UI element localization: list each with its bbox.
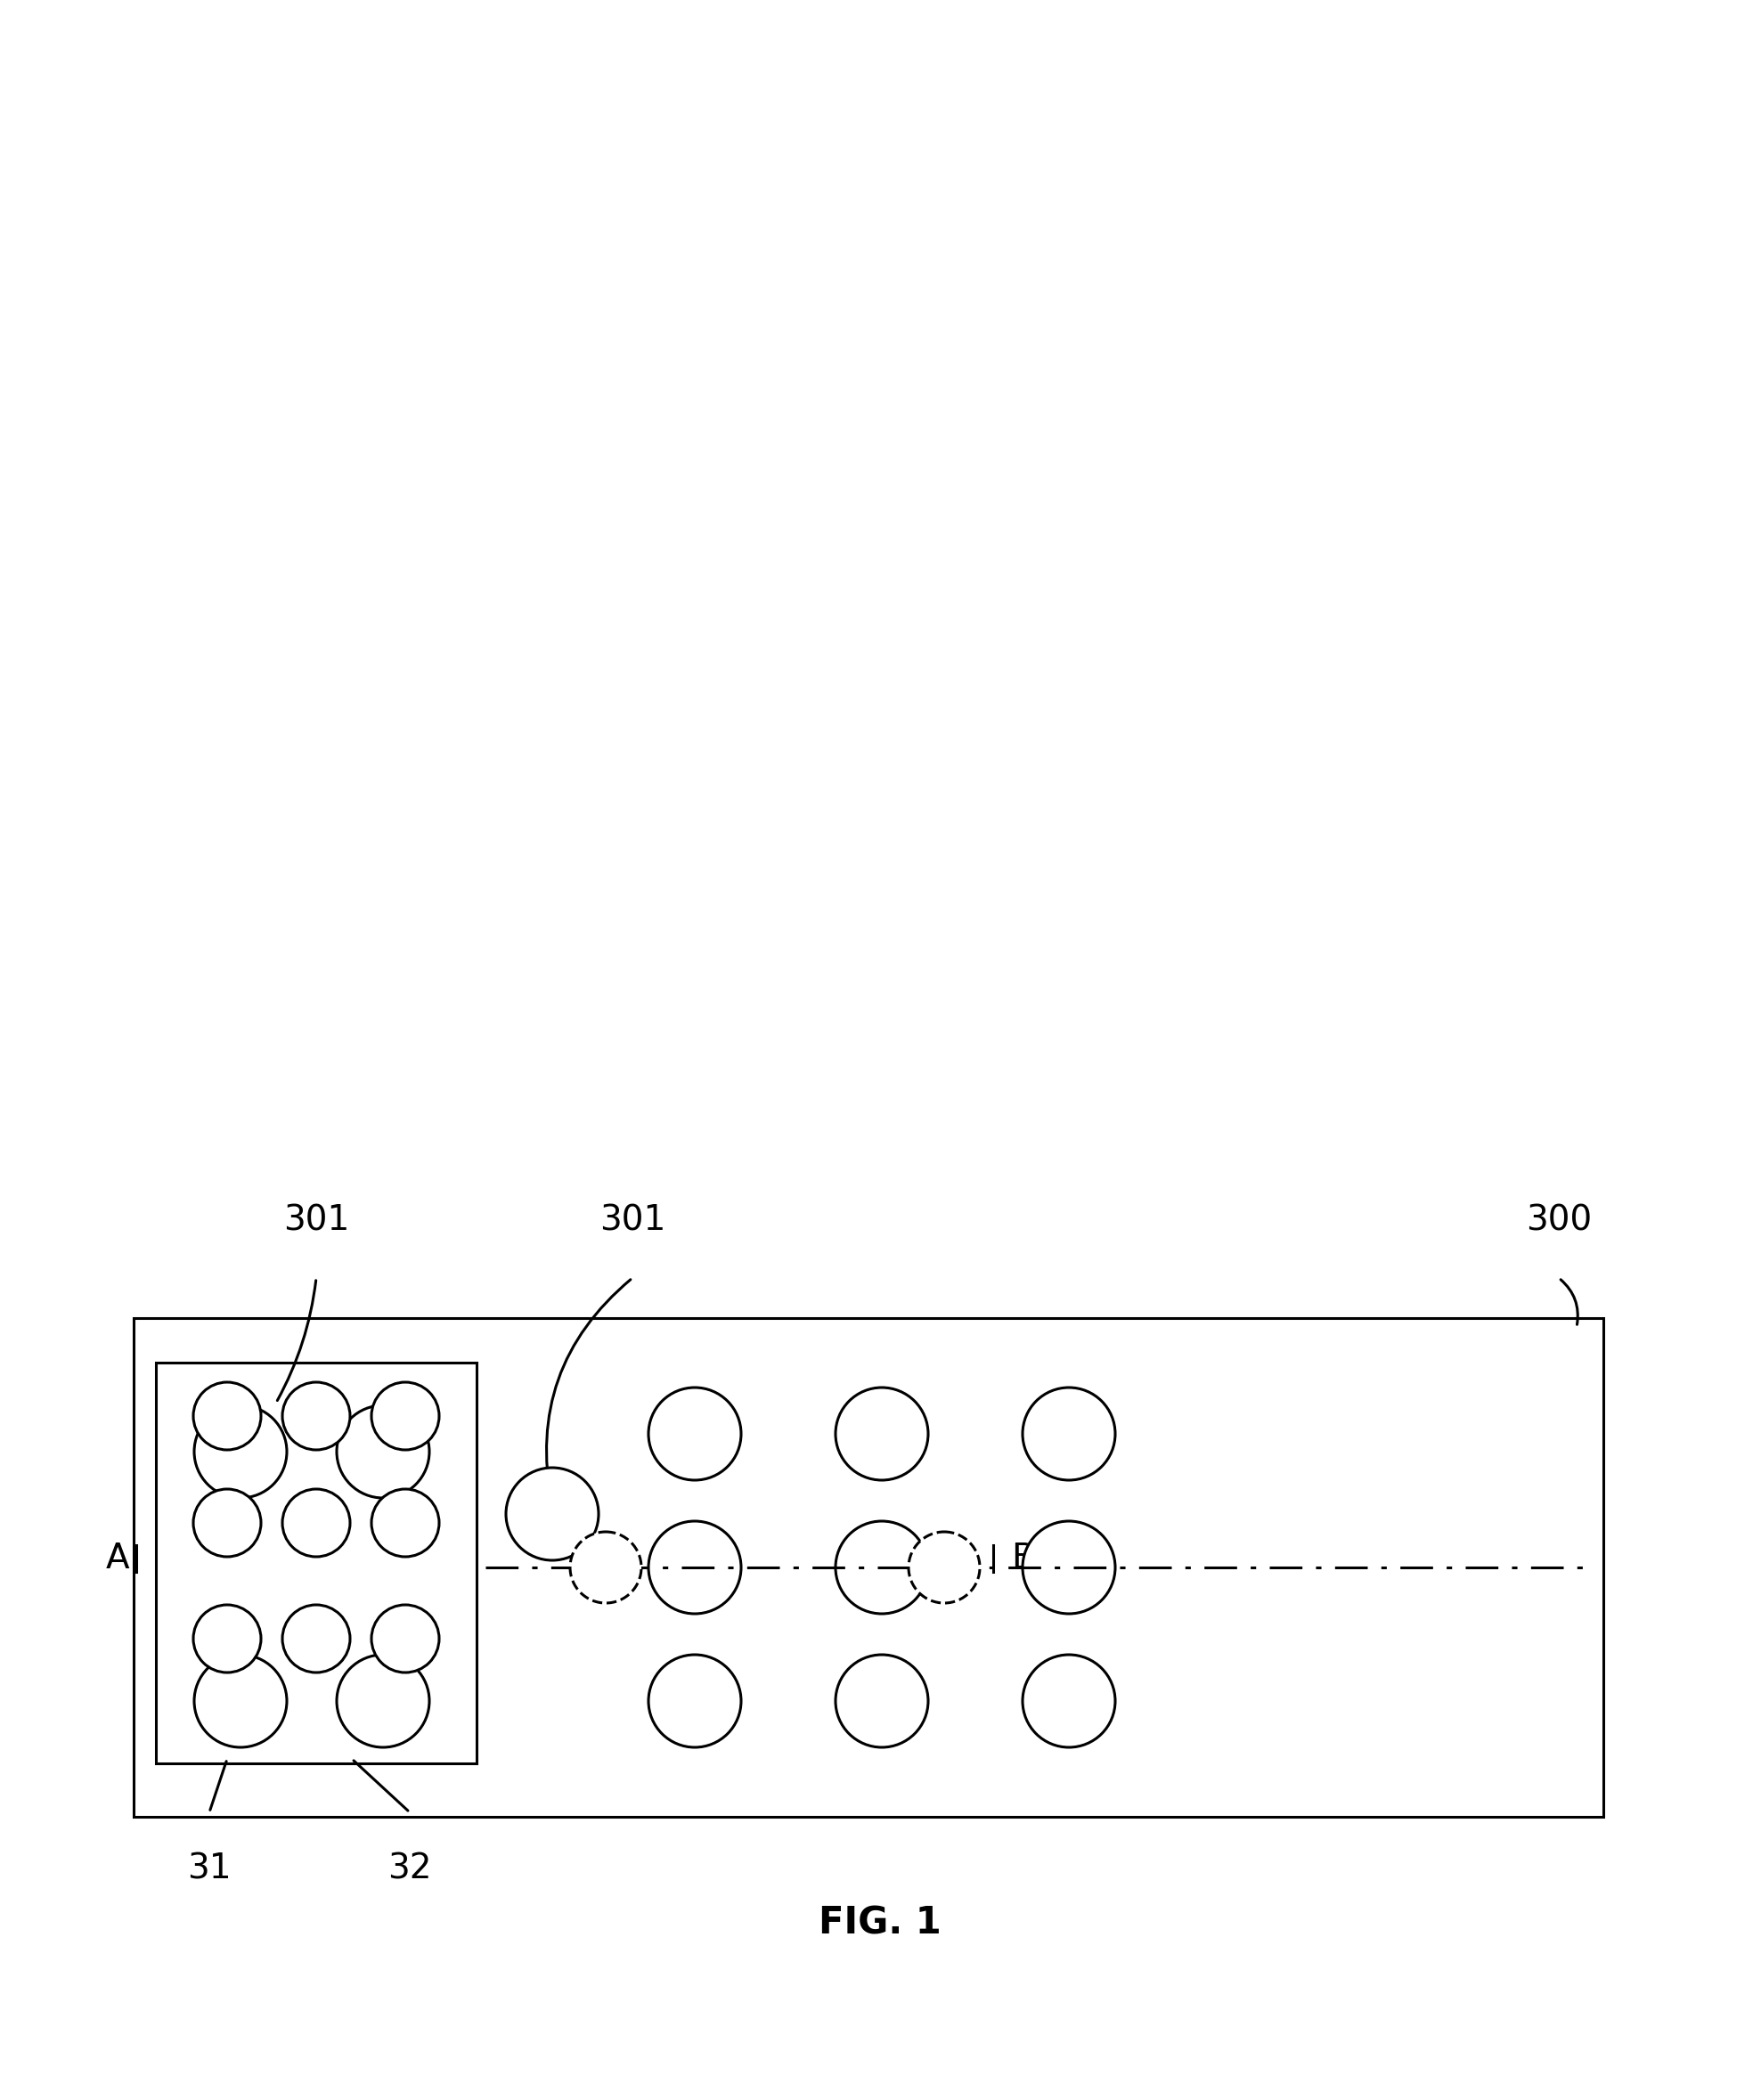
- Circle shape: [194, 1489, 261, 1556]
- Circle shape: [835, 1388, 928, 1480]
- Circle shape: [909, 1531, 979, 1602]
- Circle shape: [372, 1604, 438, 1672]
- Circle shape: [282, 1382, 350, 1449]
- Text: B: B: [1011, 1541, 1035, 1575]
- Text: 32: 32: [387, 1852, 431, 1886]
- Circle shape: [372, 1382, 438, 1449]
- Bar: [134, 1319, 1603, 1816]
- Circle shape: [194, 1655, 287, 1747]
- Circle shape: [648, 1388, 741, 1480]
- Circle shape: [1023, 1388, 1115, 1480]
- Circle shape: [835, 1655, 928, 1747]
- Circle shape: [194, 1604, 261, 1672]
- Circle shape: [336, 1405, 430, 1497]
- Circle shape: [194, 1382, 261, 1449]
- Text: 301: 301: [284, 1203, 349, 1237]
- Text: 31: 31: [187, 1852, 231, 1886]
- Bar: [157, 1363, 477, 1764]
- Text: FIG. 1: FIG. 1: [819, 1905, 942, 1942]
- Circle shape: [194, 1405, 287, 1497]
- Circle shape: [1023, 1655, 1115, 1747]
- Circle shape: [648, 1655, 741, 1747]
- Circle shape: [571, 1531, 641, 1602]
- Circle shape: [835, 1520, 928, 1613]
- Circle shape: [282, 1604, 350, 1672]
- Text: 300: 300: [1525, 1203, 1592, 1237]
- Text: 301: 301: [599, 1203, 666, 1237]
- Text: A: A: [106, 1541, 129, 1575]
- Circle shape: [648, 1520, 741, 1613]
- Circle shape: [505, 1468, 599, 1560]
- Circle shape: [372, 1489, 438, 1556]
- Circle shape: [336, 1655, 430, 1747]
- Circle shape: [282, 1489, 350, 1556]
- Circle shape: [1023, 1520, 1115, 1613]
